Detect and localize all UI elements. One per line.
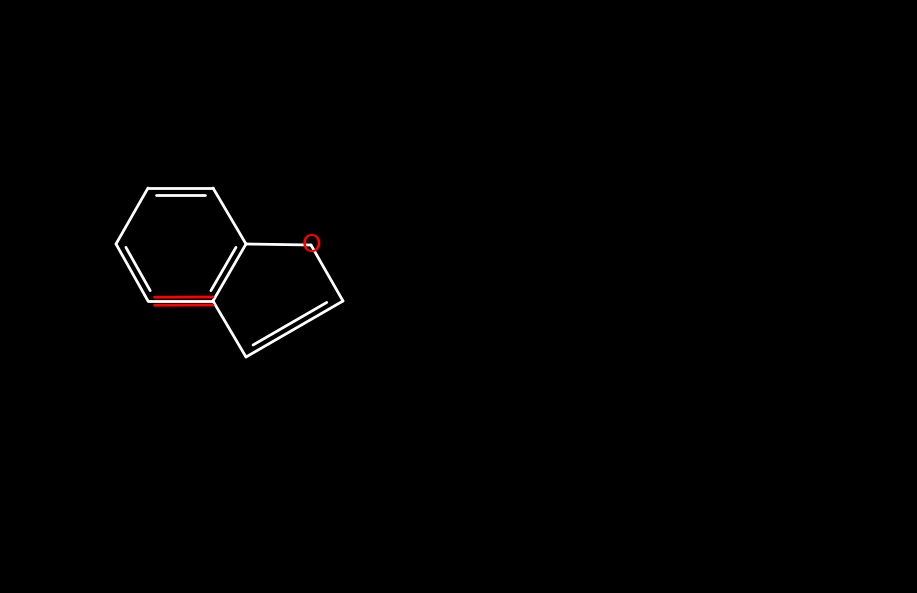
Text: O: O (301, 233, 321, 257)
